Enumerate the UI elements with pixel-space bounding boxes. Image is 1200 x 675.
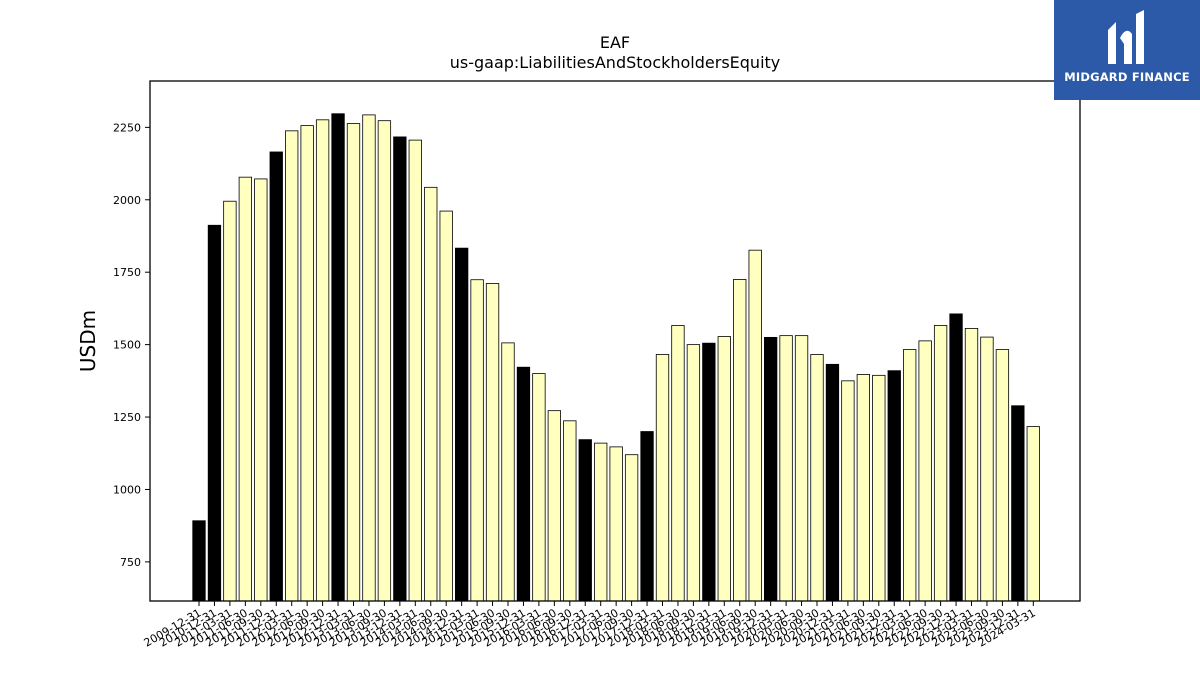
bar-2022-12-31 [949,313,963,602]
bar-2017-06-30 [609,446,623,602]
bar-2011-06-30 [238,176,253,602]
bar-2014-06-30 [424,186,438,602]
bar-2021-03-31 [841,380,855,602]
bar-2011-03-31 [223,200,237,602]
bar-series [192,113,1040,602]
y-tick-label: 750 [120,556,141,569]
y-tick-label: 2000 [113,194,141,207]
bar-2014-03-31 [408,139,422,602]
bar-2021-12-31 [887,370,901,602]
bar-2012-03-31 [285,130,299,602]
x-axis: 2009-12-312010-12-312011-03-312011-06-30… [142,601,1038,650]
bar-2021-06-30 [856,374,870,602]
bar-2016-12-31 [578,439,592,602]
y-tick-label: 1500 [113,339,141,352]
bar-2013-03-31 [346,123,361,602]
bar-2020-12-31 [825,363,840,602]
bar-2023-12-31 [1011,405,1025,602]
bar-2012-12-31 [331,113,345,602]
bar-2013-09-30 [377,120,392,602]
y-tick-label: 1000 [113,483,141,496]
bar-2017-09-30 [624,454,639,602]
bar-2015-09-30 [501,342,515,602]
bar-2016-09-30 [563,420,577,602]
bar-2022-09-30 [933,325,948,602]
bar-2023-09-30 [995,349,1010,602]
bar-2012-09-30 [315,119,330,602]
y-axis-label: USDm [76,310,100,372]
bar-2013-12-31 [393,136,407,602]
bar-2022-03-31 [903,349,917,602]
y-axis: 750 1000 1250 1500 1750 2000 2250 [113,121,150,569]
bar-2018-12-31 [702,342,716,602]
bar-2009-12-31 [192,520,206,602]
bar-2017-12-31 [640,431,654,602]
bar-2014-09-30 [439,210,453,602]
bar-2018-03-31 [655,354,670,602]
plot-frame [149,80,1081,602]
bar-2022-06-30 [918,340,932,602]
bar-2017-03-31 [594,442,608,602]
bar-2013-06-30 [362,114,376,602]
bar-2015-06-30 [485,283,500,602]
chart-subtitle: us-gaap:LiabilitiesAndStockholdersEquity [450,53,781,72]
bar-2023-03-31 [964,327,979,602]
bar-2020-06-30 [794,335,809,602]
bar-2011-12-31 [269,151,283,602]
bar-2016-06-30 [547,410,561,602]
y-tick-label: 1250 [113,411,141,424]
bar-2019-06-30 [733,279,747,602]
bar-2010-12-31 [207,224,222,602]
logo-mark-icon [1108,10,1144,64]
bar-2019-03-31 [717,336,731,602]
y-tick-label: 2250 [113,121,141,134]
bar-2014-12-31 [454,247,469,602]
bar-2020-09-30 [810,354,824,602]
bar-2021-09-30 [872,374,886,602]
y-tick-label: 1750 [113,266,141,279]
bar-2019-12-31 [764,336,778,602]
bar-2012-06-30 [300,125,314,602]
bar-2015-12-31 [516,366,531,602]
brand-logo: MIDGARD FINANCE [1054,0,1200,100]
bar-2023-06-30 [980,336,994,602]
bar-2016-03-31 [532,373,546,602]
chart-title: EAF [600,33,630,52]
bar-2020-03-31 [779,335,793,602]
logo-text: MIDGARD FINANCE [1064,70,1190,84]
bar-2024-03-31 [1026,426,1040,602]
bar-2018-06-30 [671,325,685,602]
bar-2018-09-30 [686,344,701,602]
bar-2011-09-30 [254,178,268,602]
bar-2019-09-30 [748,249,762,602]
bar-2015-03-31 [470,279,484,602]
